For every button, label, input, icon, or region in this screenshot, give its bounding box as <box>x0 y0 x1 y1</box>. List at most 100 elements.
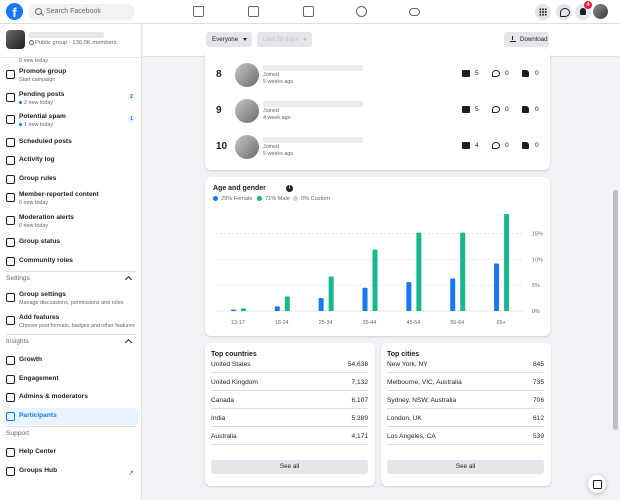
sidebar-item-community-roles[interactable]: Community roles <box>4 253 138 270</box>
external-link-icon: ↗ <box>128 469 134 477</box>
count-badge: 1 <box>128 116 135 123</box>
bar-male-25-34[interactable] <box>328 276 334 311</box>
gaming-icon[interactable] <box>409 8 420 16</box>
chevron-up-icon[interactable] <box>124 275 133 284</box>
sidebar-item-label: Admins & moderators <box>19 393 88 400</box>
sidebar-item-group-settings[interactable]: Group settings Manage discussions, permis… <box>4 289 138 310</box>
search-input[interactable]: Search Facebook <box>28 4 135 20</box>
bar-male-35-44[interactable] <box>372 249 378 311</box>
see-all-countries-button[interactable]: See all <box>211 460 368 474</box>
info-icon[interactable]: i <box>286 185 293 192</box>
sidebar-item-label: Pending posts <box>19 90 65 98</box>
sidebar-item-subtext: 0 new today <box>19 223 48 229</box>
legend-label: 29% Female <box>221 196 253 202</box>
legend-item: 71% Male <box>257 196 290 202</box>
sidebar-item-pending-posts[interactable]: Pending posts 2 new today 2 <box>4 89 138 110</box>
page-scrollbar[interactable] <box>613 190 618 430</box>
location-row: Sydney, NSW, Australia 706 <box>387 392 544 409</box>
date-range-value: Last 28 days <box>263 36 299 43</box>
sidebar-item-subtext-value: 2 new today <box>24 99 54 106</box>
menu-grid-icon[interactable] <box>535 4 551 20</box>
sidebar-divider <box>6 426 136 427</box>
sidebar-item-potential-spam[interactable]: Potential spam 1 new today 1 <box>4 111 138 132</box>
sidebar-item-groups-hub[interactable]: Groups Hub ↗ <box>4 463 138 480</box>
bar-male-45-54[interactable] <box>416 232 422 311</box>
sidebar-item-subtext-value: Start campaign <box>19 77 56 83</box>
sidebar-item-promote-group[interactable]: Promote group Start campaign <box>4 66 138 87</box>
location-member-count: 612 <box>532 415 544 422</box>
messenger-icon[interactable] <box>556 4 572 20</box>
contributor-likes-count: 0 <box>535 106 539 113</box>
y-tick-label: 15% <box>532 232 543 238</box>
new-message-compose-icon[interactable] <box>588 475 606 493</box>
account-avatar[interactable] <box>593 4 608 19</box>
date-range-dropdown[interactable]: Last 28 days <box>257 32 313 47</box>
sidebar-item-member-reported-content[interactable]: Member-reported content 0 new today <box>4 189 138 210</box>
chevron-up-icon[interactable] <box>124 338 133 347</box>
age-gender-title: Age and gender <box>213 185 266 192</box>
download-button[interactable]: Download <box>504 32 549 47</box>
location-member-count: 6,107 <box>351 397 368 404</box>
contributor-rank: 9 <box>216 105 222 116</box>
group-header[interactable]: Public group · 136.0K members <box>0 24 141 58</box>
location-member-count: 4,171 <box>351 433 368 440</box>
groups-icon[interactable] <box>356 6 367 17</box>
video-icon[interactable] <box>248 6 259 17</box>
sidebar-item-subtext-value: Choose post formats, badges and other fe… <box>19 322 135 329</box>
sidebar-divider <box>6 334 136 335</box>
activity-log-icon <box>6 156 15 165</box>
bar-female-13-17[interactable] <box>230 309 236 311</box>
contributor-row[interactable]: 8 Joined 5 weeks ago 5 0 0 <box>205 62 550 94</box>
sidebar-item-group-rules[interactable]: Group rules <box>4 171 138 188</box>
bar-male-55-64[interactable] <box>460 232 466 311</box>
contributor-row[interactable]: 10 Joined 5 weeks ago 4 0 0 <box>205 134 550 166</box>
sidebar-item-subtext: 2 new today <box>19 100 53 106</box>
bar-male-65+[interactable] <box>504 214 510 311</box>
home-icon[interactable] <box>193 6 204 17</box>
sidebar-item-growth[interactable]: Growth <box>4 352 138 369</box>
bar-female-35-44[interactable] <box>362 287 368 311</box>
unread-dot <box>19 123 22 127</box>
sidebar-item-engagement[interactable]: Engagement <box>4 371 138 388</box>
bar-female-65+[interactable] <box>494 263 500 311</box>
bar-female-55-64[interactable] <box>450 278 456 311</box>
location-member-count: 845 <box>532 361 544 368</box>
sidebar-item-subtext: 0 new today <box>19 200 48 206</box>
sidebar-item-scheduled-posts[interactable]: Scheduled posts <box>4 134 138 151</box>
bar-male-18-24[interactable] <box>284 296 290 311</box>
contributor-avatar[interactable] <box>235 99 259 123</box>
see-all-cities-button[interactable]: See all <box>387 460 544 474</box>
marketplace-icon[interactable] <box>303 6 314 17</box>
sidebar-item-participants[interactable]: Participants <box>4 407 138 425</box>
location-row: United Kingdom 7,132 <box>211 374 368 391</box>
bar-female-18-24[interactable] <box>274 306 280 311</box>
location-row: Melbourne, VIC, Australia 735 <box>387 374 544 391</box>
contributor-likes-count: 0 <box>535 70 539 77</box>
x-tick-label: 45-54 <box>406 320 420 326</box>
caret-down-icon <box>303 38 308 41</box>
facebook-logo-icon[interactable]: f <box>6 3 23 20</box>
group-meta: Public group · 136.0K members <box>29 40 117 46</box>
legend-swatch <box>293 196 298 201</box>
sidebar-item-group-status[interactable]: Group status <box>4 234 138 251</box>
bar-female-25-34[interactable] <box>318 298 324 311</box>
sidebar-item-moderation-alerts[interactable]: Moderation alerts 0 new today <box>4 212 138 233</box>
report-icon <box>6 193 15 202</box>
contributor-row[interactable]: 9 Joined 4 week ago 5 0 0 <box>205 98 550 130</box>
audience-dropdown[interactable]: Everyone <box>206 32 253 47</box>
sidebar-item-label: Member-reported content <box>19 191 99 198</box>
sidebar-item-admins-moderators[interactable]: Admins & moderators <box>4 389 138 406</box>
bar-female-45-54[interactable] <box>406 282 412 311</box>
likes-icon <box>522 106 529 113</box>
group-settings-icon <box>6 293 15 302</box>
contributor-posts-count: 5 <box>475 70 479 77</box>
sidebar-item-add-features[interactable]: Add features Choose post formats, badges … <box>4 312 138 333</box>
bar-male-13-17[interactable] <box>240 308 246 311</box>
sidebar-item-label: Community roles <box>19 256 73 264</box>
sidebar-item-help-center[interactable]: Help Center <box>4 444 138 461</box>
contributor-avatar[interactable] <box>235 63 259 87</box>
contributor-avatar[interactable] <box>235 135 259 159</box>
sidebar-item-activity-log[interactable]: Activity log <box>4 152 138 169</box>
status-icon <box>6 238 15 247</box>
location-row: London, UK 612 <box>387 410 544 427</box>
